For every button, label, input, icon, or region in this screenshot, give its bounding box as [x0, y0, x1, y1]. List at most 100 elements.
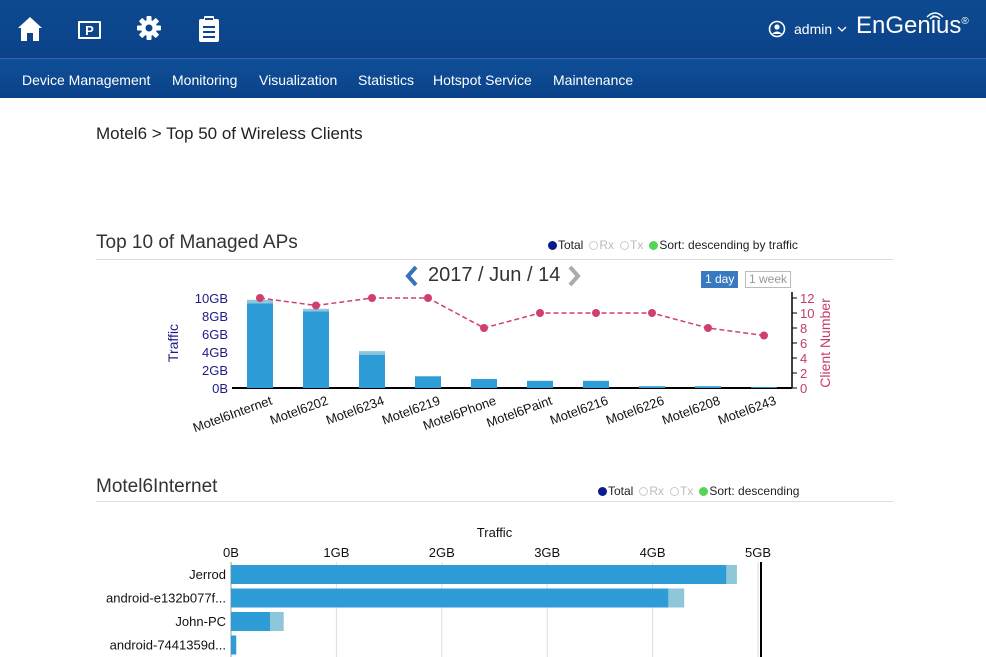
top10-legend: Total Rx Tx Sort: descending by traffic: [548, 238, 804, 252]
clipboard-icon[interactable]: [194, 14, 224, 44]
y-right-tick-label: 2: [800, 366, 807, 381]
legend-sort-label: Sort: descending: [709, 484, 800, 498]
hbar-android-e132b077f...: [231, 588, 669, 608]
hbar-John-PC: [231, 612, 270, 631]
x-tick-label: Motel6243: [716, 393, 778, 428]
client-number-line: [259, 297, 765, 337]
nav-statistics[interactable]: Statistics: [358, 72, 415, 88]
client-point-Motel6Phone: [480, 324, 488, 332]
top-header: P admin EnGenius®: [0, 0, 986, 58]
sort-indicator-icon: [699, 486, 709, 496]
legend-total-label: Total: [608, 484, 634, 498]
y-tick-label: 2GB: [202, 363, 228, 378]
divider: [96, 501, 893, 502]
user-name: admin: [794, 21, 833, 37]
bar-rx-Motel6202: [303, 308, 329, 312]
client-point-Motel6243: [760, 331, 768, 340]
x-tick-label: 3GB: [534, 545, 560, 560]
y-right-tick-label: 6: [800, 336, 807, 351]
legend-sort[interactable]: Sort: descending: [699, 484, 799, 498]
x-tick-label: Motel6216: [548, 393, 610, 428]
brand-logo: EnGenius®: [856, 12, 969, 40]
y-tick-label: Jerrod: [189, 567, 226, 582]
y-tick-label: John-PC: [175, 614, 226, 629]
radio-selected-icon: [548, 240, 557, 250]
legend-rx-label: Rx: [649, 484, 665, 498]
client-point-Motel6208: [704, 324, 712, 332]
user-icon: [768, 20, 786, 38]
x-tick-label: 4GB: [640, 545, 666, 560]
gear-icon[interactable]: [134, 14, 164, 44]
bar-rx-Motel6234: [359, 351, 385, 355]
x-tick-label: Motel6234: [324, 393, 386, 428]
y-tick-label: 0B: [212, 381, 228, 396]
bar-Motel6234: [359, 354, 385, 388]
x-axis-title: Traffic: [477, 525, 513, 540]
chevron-left-icon[interactable]: [404, 265, 420, 287]
portal-icon[interactable]: P: [75, 14, 105, 44]
client-point-Motel6234: [368, 294, 376, 302]
y-right-tick-label: 8: [800, 321, 807, 336]
y-axis-title: Traffic: [165, 324, 181, 362]
y-right-tick-label: 12: [800, 291, 814, 306]
svg-text:P: P: [85, 23, 94, 38]
bar-Motel6Internet: [247, 303, 273, 388]
legend-rx[interactable]: Rx: [639, 484, 664, 498]
y-right-tick-label: 4: [800, 351, 807, 366]
user-menu[interactable]: admin: [768, 20, 847, 38]
range-1week-button[interactable]: 1 week: [745, 271, 792, 288]
hbar-rx-Jerrod: [726, 565, 737, 584]
y-tick-label: android-e132b077f...: [106, 591, 226, 606]
legend-tx-label: Tx: [680, 484, 694, 498]
bar-Motel6243: [751, 387, 777, 388]
legend-total[interactable]: Total: [548, 238, 583, 252]
x-tick-label: 5GB: [745, 545, 771, 560]
range-1day-button[interactable]: 1 day: [701, 271, 739, 288]
x-tick-label: Motel6Internet: [191, 393, 275, 436]
hbar-rx-John-PC: [269, 612, 284, 631]
hbar-Jerrod: [231, 565, 727, 584]
detail-title: Motel6Internet: [96, 476, 218, 497]
legend-tx[interactable]: Tx: [620, 238, 643, 252]
radio-icon: [620, 240, 630, 250]
nav-visualization[interactable]: Visualization: [259, 72, 338, 88]
legend-total[interactable]: Total: [598, 484, 633, 498]
legend-rx-label: Rx: [599, 238, 615, 252]
y-tick-label: 4GB: [202, 345, 228, 360]
y-tick-label: 6GB: [202, 327, 228, 342]
legend-sort[interactable]: Sort: descending by traffic: [649, 238, 798, 252]
brand-name: EnGenius: [856, 12, 962, 39]
wifi-icon: [926, 12, 944, 20]
sort-indicator-icon: [649, 240, 659, 250]
breadcrumb: Motel6 > Top 50 of Wireless Clients: [96, 124, 363, 143]
bar-Motel6Paint: [527, 380, 553, 388]
bar-Motel6Phone: [471, 379, 497, 388]
client-point-Motel6202: [312, 301, 320, 310]
main-nav: Device Management Monitoring Visualizati…: [0, 58, 986, 98]
hbar-rx-android-e132b077f...: [668, 588, 685, 608]
legend-total-label: Total: [558, 238, 584, 252]
x-tick-label: Motel6208: [660, 393, 722, 428]
divider: [96, 259, 893, 260]
nav-device-management[interactable]: Device Management: [22, 72, 151, 88]
brand-registered-mark: ®: [961, 16, 969, 27]
radio-icon: [670, 486, 680, 496]
home-icon[interactable]: [15, 14, 45, 44]
y-right-axis-title: Client Number: [817, 298, 833, 388]
legend-tx[interactable]: Tx: [670, 484, 693, 498]
client-point-Motel6216: [592, 309, 600, 317]
chevron-down-icon: [837, 26, 847, 32]
nav-monitoring[interactable]: Monitoring: [172, 72, 238, 88]
legend-rx[interactable]: Rx: [589, 238, 614, 252]
nav-hotspot-service[interactable]: Hotspot Service: [433, 72, 532, 88]
bar-Motel6216: [583, 380, 609, 388]
chevron-right-icon[interactable]: [566, 265, 582, 287]
x-tick-label: 1GB: [323, 545, 349, 560]
top10-title: Top 10 of Managed APs: [96, 232, 298, 253]
radio-icon: [639, 486, 649, 496]
hbar-android-7441359d...: [231, 635, 237, 655]
radio-selected-icon: [598, 486, 607, 496]
nav-maintenance[interactable]: Maintenance: [553, 72, 634, 88]
y-tick-label: 8GB: [202, 309, 228, 324]
